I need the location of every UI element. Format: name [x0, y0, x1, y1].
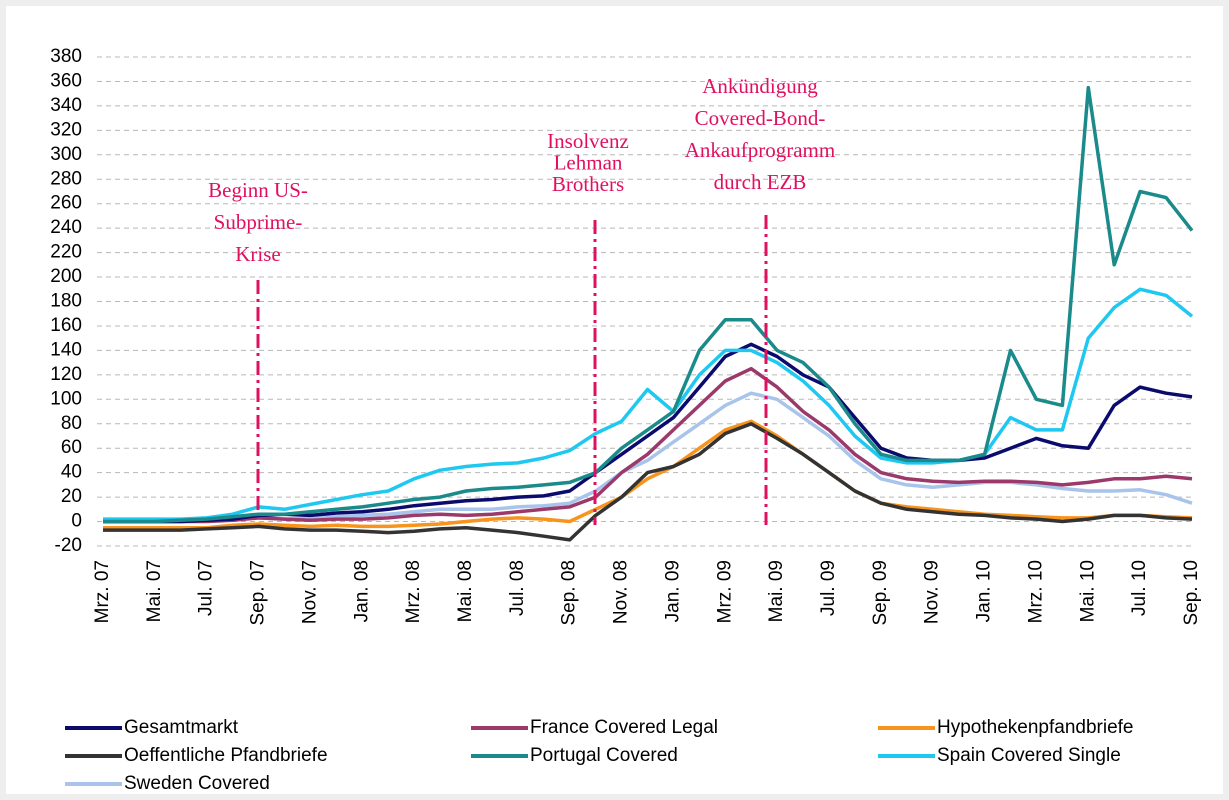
x-tick-label: Jan. 09 — [662, 560, 683, 622]
x-tick-label: Jul. 10 — [1129, 560, 1150, 616]
series-line — [103, 419, 1193, 530]
legend-label: France Covered Legal — [530, 717, 718, 738]
y-tick-label: 60 — [61, 437, 82, 458]
y-tick-label: 140 — [50, 339, 82, 360]
x-tick-label: Jul. 08 — [507, 560, 528, 616]
annotation: Covered-Bond- — [695, 106, 826, 130]
background — [6, 6, 1223, 794]
legend-label: Spain Covered Single — [937, 745, 1121, 766]
x-tick-label: Nov. 09 — [922, 560, 943, 624]
lines — [103, 85, 1194, 542]
y-tick-label: 280 — [50, 168, 82, 189]
annotation: Subprime- — [214, 210, 303, 234]
annotations: Beginn US- Subprime- Krise InsolvenzLehmanB… — [208, 74, 835, 525]
series-line — [103, 366, 1193, 524]
y-tick-label: 260 — [50, 193, 82, 214]
legend-label: Gesamtmarkt — [124, 717, 239, 738]
y-tick-label: 160 — [50, 315, 82, 336]
annotation: Ankaufprogramm — [685, 138, 835, 162]
y-tick-label: 100 — [50, 388, 82, 409]
annotation: Brothers — [552, 172, 624, 196]
x-tick-label: Jan. 10 — [974, 560, 995, 622]
legend-label: Sweden Covered — [124, 773, 270, 794]
x-tick-label: Mrz. 08 — [403, 560, 424, 623]
x-tick-label: Mai. 10 — [1077, 560, 1098, 622]
y-tick-label: 80 — [61, 413, 82, 434]
grid: -20 0 20 40 60 80 100 120 140 160 180 200 220 240 260 2… — [50, 46, 1202, 625]
annotation: durch EZB — [714, 170, 807, 194]
y-tick-label: 180 — [50, 291, 82, 312]
annotation: Beginn US- — [208, 178, 308, 202]
y-tick-label: 320 — [50, 119, 82, 140]
series-line — [103, 287, 1194, 521]
y-tick-label: 220 — [50, 242, 82, 263]
y-tick-label: 20 — [61, 486, 82, 507]
x-tick-label: Sep. 09 — [870, 560, 891, 626]
annotation: Lehman — [554, 150, 623, 174]
y-tick-label: 40 — [61, 462, 82, 483]
x-tick-label: Mai. 08 — [455, 560, 476, 622]
legend: Gesamtmarkt France Covered Legal Hypotheke… — [65, 717, 1133, 794]
x-tick-label: Mrz. 07 — [92, 560, 113, 623]
y-tick-label: 360 — [50, 70, 82, 91]
x-tick-label: Mai. 07 — [144, 560, 165, 622]
x-tick-label: Jul. 09 — [818, 560, 839, 616]
y-tick-label: 120 — [50, 364, 82, 385]
x-tick-label: Nov. 07 — [299, 560, 320, 624]
series-line — [103, 85, 1194, 524]
y-tick-label: 200 — [50, 266, 82, 287]
x-tick-label: Nov. 08 — [611, 560, 632, 624]
y-tick-label: 0 — [71, 511, 82, 532]
y-tick-label: 240 — [50, 217, 82, 238]
y-tick-label: 340 — [50, 95, 82, 116]
legend-label: Oeffentliche Pfandbriefe — [124, 745, 328, 766]
x-tick-label: Mai. 09 — [766, 560, 787, 622]
legend-label: Portugal Covered — [530, 745, 678, 766]
annotation: Krise — [235, 242, 281, 266]
x-tick-label: Jul. 07 — [196, 560, 217, 616]
y-tick-label: -20 — [55, 535, 82, 556]
x-tick-label: Mrz. 10 — [1025, 560, 1046, 623]
annotation: Insolvenz — [547, 129, 629, 153]
x-tick-label: Sep. 10 — [1181, 560, 1202, 626]
annotation: Ankündigung — [702, 74, 818, 98]
x-tick-label: Jan. 08 — [351, 560, 372, 622]
legend-label: Hypothekenpfandbriefe — [937, 717, 1133, 738]
x-tick-label: Sep. 07 — [248, 560, 269, 626]
x-tick-label: Sep. 08 — [559, 560, 580, 626]
y-tick-label: 380 — [50, 46, 82, 67]
x-tick-label: Mrz. 09 — [714, 560, 735, 623]
series-line — [103, 422, 1193, 542]
y-tick-label: 300 — [50, 144, 82, 165]
